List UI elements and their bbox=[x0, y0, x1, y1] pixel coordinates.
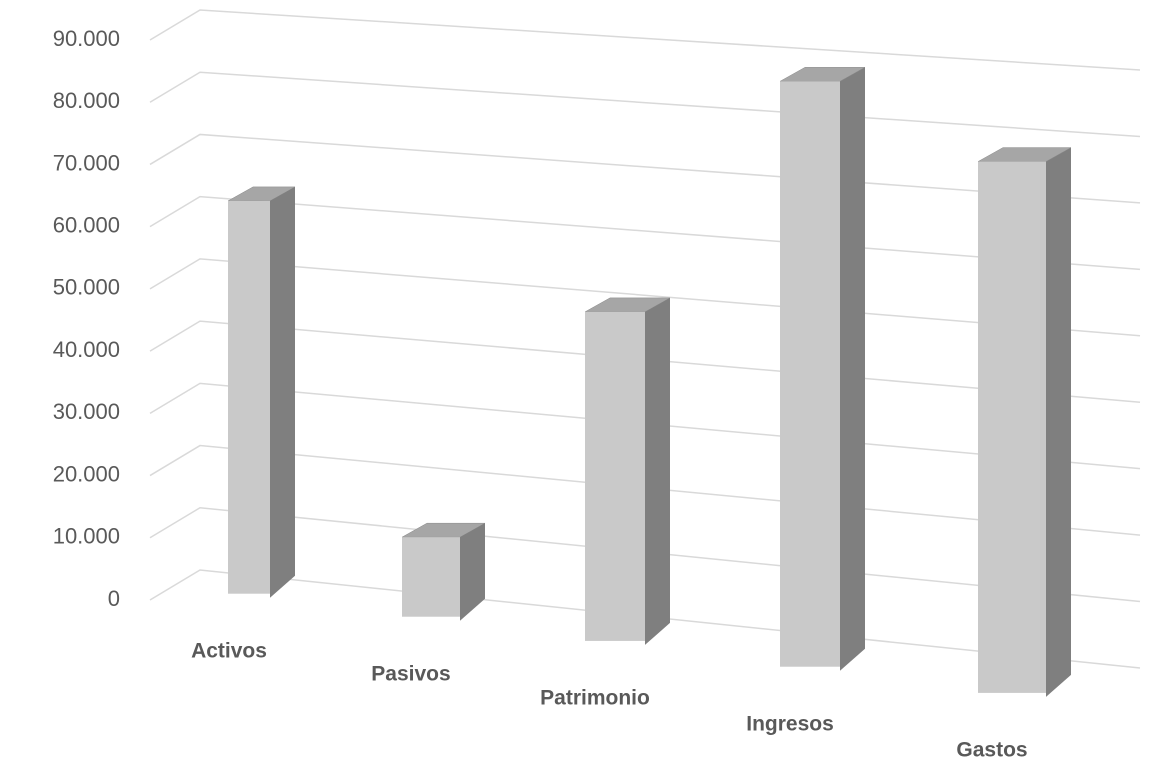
bar-side bbox=[840, 67, 865, 671]
y-tick-label: 20.000 bbox=[53, 461, 120, 486]
y-tick-label: 40.000 bbox=[53, 337, 120, 362]
bar-side bbox=[270, 186, 295, 598]
y-tick-label: 50.000 bbox=[53, 275, 120, 300]
y-tick-label: 60.000 bbox=[53, 212, 120, 237]
bar-side bbox=[645, 297, 670, 645]
y-tick-label: 70.000 bbox=[53, 150, 120, 175]
x-tick-label: Patrimonio bbox=[540, 686, 650, 709]
bar bbox=[780, 81, 840, 667]
x-tick-label: Activos bbox=[191, 639, 267, 662]
x-tick-label: Pasivos bbox=[371, 662, 450, 685]
bar bbox=[228, 200, 270, 594]
bar-side bbox=[460, 523, 485, 621]
bar-side bbox=[1046, 147, 1071, 697]
x-tick-label: Ingresos bbox=[746, 712, 834, 735]
y-tick-label: 90.000 bbox=[53, 26, 120, 51]
x-tick-label: Gastos bbox=[956, 738, 1027, 761]
grid-line bbox=[149, 9, 1141, 71]
y-tick-label: 30.000 bbox=[53, 399, 120, 424]
y-tick-label: 0 bbox=[108, 586, 120, 611]
bar bbox=[585, 311, 645, 641]
y-tick-label: 80.000 bbox=[53, 88, 120, 113]
y-tick-label: 10.000 bbox=[53, 524, 120, 549]
bar bbox=[402, 537, 460, 617]
grid-line bbox=[149, 71, 1141, 138]
bar bbox=[978, 161, 1046, 693]
